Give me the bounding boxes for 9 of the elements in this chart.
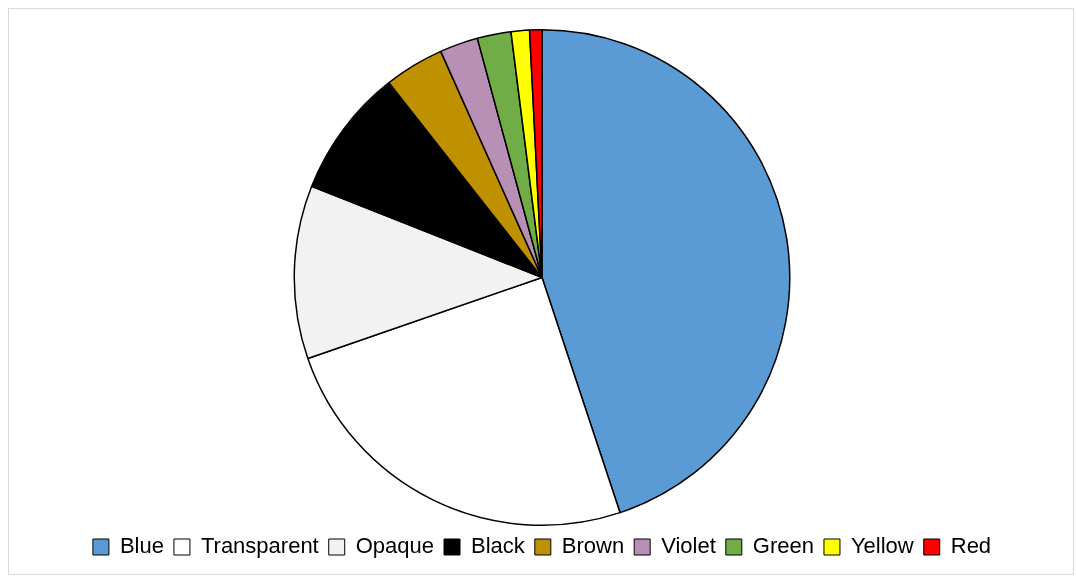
legend-label: Blue bbox=[119, 533, 164, 559]
legend-label: Violet bbox=[661, 533, 716, 559]
legend-label: Brown bbox=[561, 533, 625, 559]
legend-label: Opaque bbox=[355, 533, 435, 559]
legend-label: Green bbox=[752, 533, 814, 559]
legend-label: Red bbox=[950, 533, 992, 559]
legend-label: Black bbox=[471, 533, 526, 559]
legend-label: Transparent bbox=[200, 533, 319, 559]
legend-label: Yellow bbox=[850, 533, 914, 559]
